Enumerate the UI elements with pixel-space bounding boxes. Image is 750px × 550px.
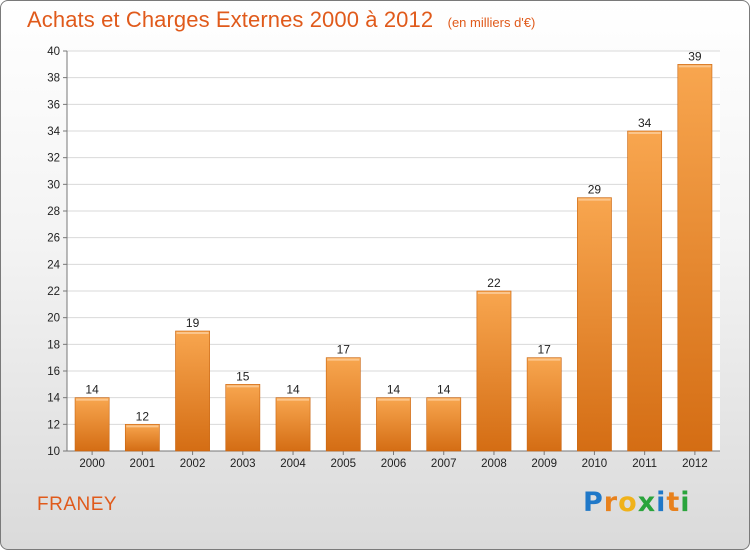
bar-2009[interactable] (526, 357, 562, 452)
bar-2008[interactable] (476, 290, 512, 452)
value-label-2007: 14 (437, 383, 451, 397)
value-label-2011: 34 (638, 116, 652, 130)
bar-2007[interactable] (426, 397, 462, 452)
bar-highlight (477, 292, 511, 294)
chart-subtitle: (en milliers d'€) (447, 15, 536, 30)
logo-letter: P (583, 487, 604, 518)
bar-highlight (528, 358, 561, 361)
bar-2001[interactable] (124, 424, 160, 452)
y-tick-label: 14 (47, 393, 60, 405)
y-tick-label: 30 (47, 179, 60, 191)
bar-highlight (628, 132, 661, 134)
value-label-2000: 14 (85, 383, 99, 397)
y-tick-label: 40 (47, 46, 60, 58)
y-tick-label: 38 (47, 73, 60, 85)
y-tick-label: 12 (47, 419, 60, 431)
y-tick-label: 10 (47, 446, 60, 458)
bar-highlight (76, 398, 109, 401)
y-tick-label: 18 (47, 339, 60, 351)
y-tick-label: 20 (47, 313, 60, 325)
y-tick-label: 34 (47, 126, 60, 138)
value-label-2004: 14 (286, 383, 300, 397)
x-tick-label-2011: 2011 (632, 458, 657, 470)
x-tick-label-2000: 2000 (79, 458, 105, 470)
chart-title: Achats et Charges Externes 2000 à 2012 (27, 7, 434, 32)
x-tick-label-2010: 2010 (582, 458, 608, 470)
logo-letter: i (656, 487, 667, 518)
value-label-2002: 19 (186, 316, 200, 330)
x-tick-label-2006: 2006 (381, 458, 407, 470)
bar-highlight (377, 398, 410, 401)
value-label-2003: 15 (236, 369, 250, 383)
bar-highlight (578, 198, 611, 201)
logo-letter: x (637, 487, 657, 518)
x-tick-label-2007: 2007 (431, 458, 457, 470)
y-tick-label: 16 (47, 366, 60, 378)
proxiti-logo[interactable]: Proxiti (583, 487, 691, 518)
bar-highlight (678, 65, 711, 68)
bar-highlight (126, 425, 159, 428)
bar-2004[interactable] (275, 397, 311, 452)
value-label-2010: 29 (588, 183, 602, 197)
y-tick-label: 36 (47, 99, 60, 111)
bar-2000[interactable] (74, 397, 110, 452)
value-label-2005: 17 (337, 343, 351, 357)
value-label-2008: 22 (487, 276, 501, 290)
bar-2011[interactable] (627, 130, 663, 452)
x-tick-label-2001: 2001 (130, 458, 156, 470)
y-tick-label: 26 (47, 233, 60, 245)
place-name: FRANEY (37, 494, 118, 515)
y-tick-label: 28 (47, 206, 60, 218)
bar-highlight (327, 358, 360, 361)
logo-letter: i (680, 487, 691, 518)
x-tick-label-2009: 2009 (531, 458, 557, 470)
bar-highlight (276, 398, 310, 401)
value-label-2001: 12 (136, 409, 150, 423)
x-tick-label-2003: 2003 (230, 458, 256, 470)
logo-letter: r (603, 487, 619, 518)
bar-2003[interactable] (225, 384, 261, 452)
chart-title-row: Achats et Charges Externes 2000 à 2012 (… (27, 7, 535, 33)
value-label-2012: 39 (688, 49, 702, 63)
bar-2006[interactable] (376, 397, 411, 452)
x-tick-label-2005: 2005 (330, 458, 356, 470)
logo-letter: t (666, 487, 681, 518)
bar-highlight (427, 398, 460, 401)
x-tick-label-2002: 2002 (180, 458, 206, 470)
logo-letter: o (618, 487, 638, 518)
y-tick-label: 22 (47, 286, 60, 298)
bar-2005[interactable] (325, 357, 361, 452)
y-tick-label: 24 (47, 259, 60, 271)
bar-highlight (176, 332, 209, 334)
bar-2002[interactable] (175, 330, 210, 452)
value-label-2006: 14 (387, 383, 401, 397)
bar-2010[interactable] (577, 197, 612, 452)
bar-2012[interactable] (677, 64, 713, 452)
x-tick-label-2012: 2012 (682, 458, 708, 470)
x-tick-label-2008: 2008 (481, 458, 507, 470)
y-tick-label: 32 (47, 153, 60, 165)
value-label-2009: 17 (538, 343, 552, 357)
x-tick-label-2004: 2004 (280, 458, 306, 470)
bar-highlight (226, 385, 259, 388)
